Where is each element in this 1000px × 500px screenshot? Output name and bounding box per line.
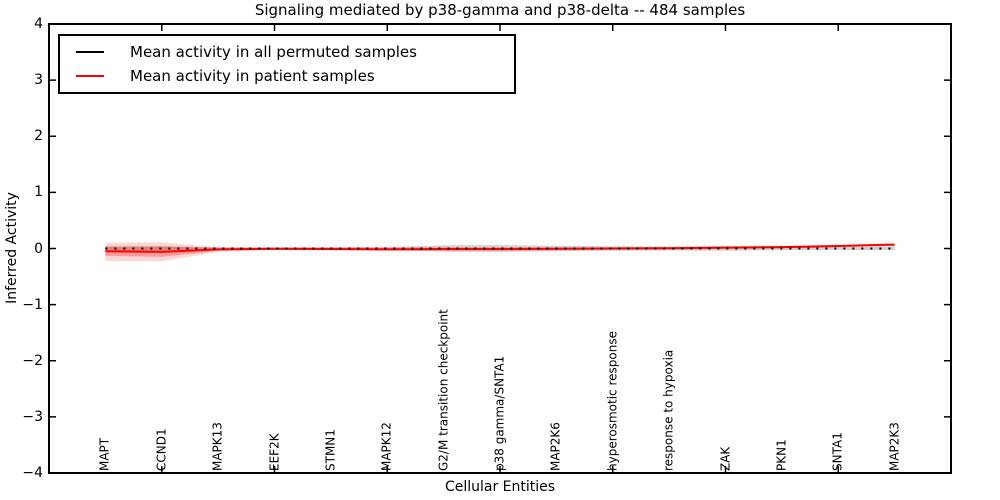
legend-entry-permuted: Mean activity in all permuted samples <box>60 43 514 61</box>
x-category-label: EEF2K <box>267 433 281 471</box>
y-tick-label: 4 <box>34 16 43 32</box>
legend-label: Mean activity in all permuted samples <box>130 42 417 61</box>
x-category-label: CCND1 <box>154 428 169 471</box>
x-category-label: MAPT <box>97 437 112 471</box>
x-category-label: MAP2K3 <box>887 422 902 471</box>
x-category-label: SNTA1 <box>830 432 845 471</box>
x-category-label: p38 gamma/SNTA1 <box>492 355 507 471</box>
y-tick-label: −2 <box>22 352 43 369</box>
y-tick-label: 3 <box>34 72 43 89</box>
legend-line-red <box>76 75 104 78</box>
y-tick-label: −1 <box>22 296 43 313</box>
y-tick-label: 1 <box>34 184 43 201</box>
y-tick-label: −4 <box>22 465 43 481</box>
series-line-patient <box>105 243 895 253</box>
y-tick-label: 0 <box>34 240 43 257</box>
x-axis-label: Cellular Entities <box>444 479 556 495</box>
x-category-label: STMN1 <box>323 429 338 471</box>
y-tick-label: 2 <box>34 128 43 145</box>
x-category-label: PKN1 <box>774 439 789 471</box>
chart-title: Signaling mediated by p38-gamma and p38-… <box>254 1 746 19</box>
legend: Mean activity in all permuted samples Me… <box>58 34 516 94</box>
x-category-label: MAPK12 <box>379 422 394 471</box>
x-category-label: MAPK13 <box>210 422 225 471</box>
legend-label: Mean activity in patient samples <box>130 67 375 86</box>
x-category-label: MAP2K6 <box>548 422 563 471</box>
legend-line-black <box>76 50 104 53</box>
y-tick-label: −3 <box>22 408 43 425</box>
x-category-label: G2/M transition checkpoint <box>436 309 451 471</box>
x-category-label: hyperosmotic response <box>605 331 620 471</box>
legend-entry-patient: Mean activity in patient samples <box>60 67 514 85</box>
x-category-label: ZAK <box>718 446 732 471</box>
x-category-label: response to hypoxia <box>661 349 676 471</box>
